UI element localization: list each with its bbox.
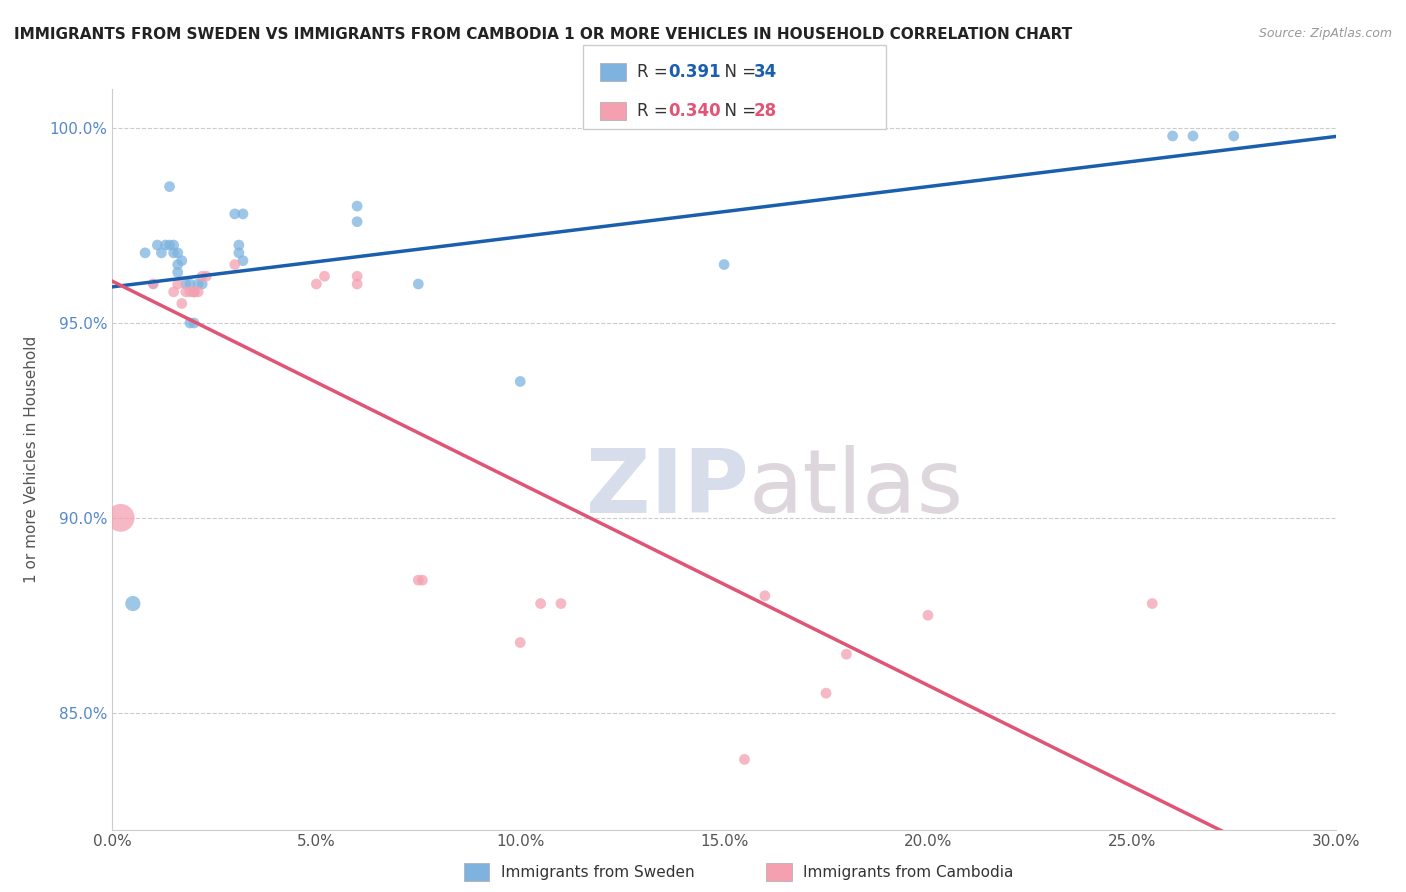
Text: 28: 28 — [754, 102, 776, 120]
Point — [183, 285, 205, 299]
Point — [166, 277, 188, 291]
Point — [346, 215, 368, 229]
Point — [408, 277, 430, 291]
Point — [122, 597, 145, 611]
Point — [408, 573, 430, 587]
Point — [1142, 597, 1164, 611]
Text: N =: N = — [714, 62, 762, 80]
Point — [166, 245, 188, 260]
Point — [187, 277, 209, 291]
Point — [228, 238, 250, 252]
Text: Immigrants from Cambodia: Immigrants from Cambodia — [803, 865, 1014, 880]
Point — [142, 277, 165, 291]
Point — [179, 277, 201, 291]
Text: 0.391: 0.391 — [668, 62, 720, 80]
Text: R =: R = — [637, 102, 673, 120]
Point — [754, 589, 776, 603]
Point — [163, 285, 186, 299]
Point — [179, 285, 201, 299]
Y-axis label: 1 or more Vehicles in Household: 1 or more Vehicles in Household — [24, 335, 38, 583]
Point — [835, 647, 858, 661]
Text: ZIP: ZIP — [586, 445, 748, 533]
Point — [179, 316, 201, 330]
Text: Source: ZipAtlas.com: Source: ZipAtlas.com — [1258, 27, 1392, 40]
Text: 0.340: 0.340 — [668, 102, 720, 120]
Point — [346, 269, 368, 284]
Text: R =: R = — [637, 62, 673, 80]
Point — [713, 258, 735, 272]
Point — [142, 277, 165, 291]
Point — [529, 597, 551, 611]
Point — [509, 635, 531, 649]
Point — [1161, 128, 1184, 143]
Text: IMMIGRANTS FROM SWEDEN VS IMMIGRANTS FROM CAMBODIA 1 OR MORE VEHICLES IN HOUSEHO: IMMIGRANTS FROM SWEDEN VS IMMIGRANTS FRO… — [14, 27, 1073, 42]
Point — [346, 277, 368, 291]
Point — [224, 258, 246, 272]
Point — [150, 245, 173, 260]
Point — [183, 285, 205, 299]
Point — [166, 258, 188, 272]
Point — [134, 245, 156, 260]
Point — [163, 245, 186, 260]
Point — [232, 207, 254, 221]
Point — [305, 277, 328, 291]
Point — [174, 285, 197, 299]
Point — [1223, 128, 1246, 143]
Point — [815, 686, 838, 700]
Point — [917, 608, 939, 623]
Point — [170, 253, 193, 268]
Point — [170, 296, 193, 310]
Point — [314, 269, 336, 284]
Point — [550, 597, 572, 611]
Point — [183, 316, 205, 330]
Text: Immigrants from Sweden: Immigrants from Sweden — [501, 865, 695, 880]
Point — [232, 253, 254, 268]
Point — [1181, 128, 1204, 143]
Text: 34: 34 — [754, 62, 778, 80]
Point — [195, 269, 218, 284]
Point — [146, 238, 169, 252]
Point — [163, 238, 186, 252]
Point — [411, 573, 433, 587]
Point — [159, 179, 181, 194]
Point — [191, 277, 214, 291]
Point — [155, 238, 177, 252]
Point — [191, 269, 214, 284]
Point — [174, 277, 197, 291]
Point — [166, 265, 188, 279]
Text: N =: N = — [714, 102, 762, 120]
Text: atlas: atlas — [748, 445, 963, 533]
Point — [183, 285, 205, 299]
Point — [159, 238, 181, 252]
Point — [734, 752, 756, 766]
Point — [509, 375, 531, 389]
Point — [110, 511, 132, 525]
Point — [187, 285, 209, 299]
Point — [228, 245, 250, 260]
Point — [346, 199, 368, 213]
Point — [224, 207, 246, 221]
